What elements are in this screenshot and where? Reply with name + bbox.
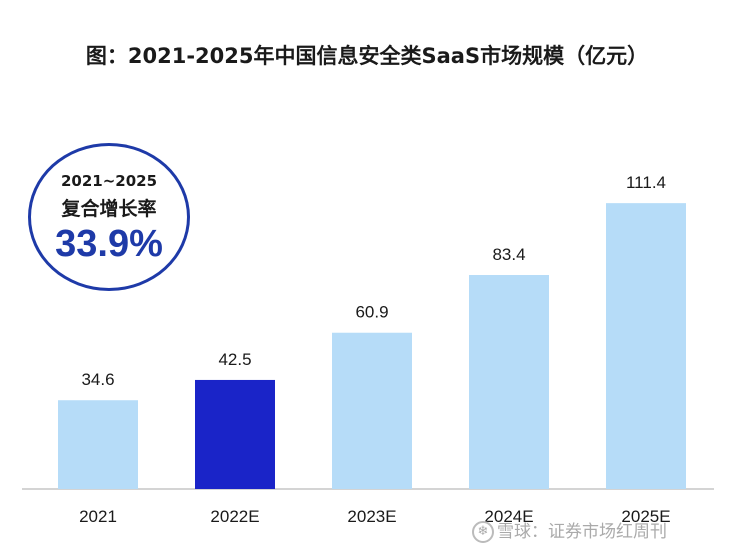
cagr-label: 复合增长率	[61, 198, 157, 220]
x-tick-label-2022E: 2022E	[210, 507, 259, 526]
x-tick-label-2023E: 2023E	[347, 507, 396, 526]
value-label-2024E: 83.4	[492, 245, 525, 264]
bar-2021	[58, 400, 138, 489]
x-tick-label-2025E: 2025E	[621, 507, 670, 526]
value-label-2023E: 60.9	[355, 303, 388, 322]
bar-2025E	[606, 203, 686, 490]
cagr-value: 33.9%	[55, 223, 163, 265]
bar-2022E	[195, 379, 275, 489]
value-label-2022E: 42.5	[218, 350, 251, 369]
snowball-logo-icon: ❄	[472, 521, 494, 543]
value-label-2021: 34.6	[81, 370, 114, 389]
cagr-range: 2021~2025	[60, 172, 158, 190]
watermark: ❄ 雪球：证券市场红周刊	[472, 517, 667, 543]
chart-title: 图：2021-2025年中国信息安全类SaaS市场规模（亿元）	[85, 44, 649, 68]
watermark-text: 雪球：证券市场红周刊	[497, 522, 667, 542]
value-label-2025E: 111.4	[626, 173, 666, 192]
bar-2023E	[332, 332, 412, 489]
x-tick-label-2021: 2021	[79, 507, 117, 526]
bar-2024E	[469, 274, 549, 489]
cagr-callout: 2021~2025 复合增长率 33.9%	[28, 143, 190, 291]
x-tick-label-2024E: 2024E	[484, 507, 533, 526]
